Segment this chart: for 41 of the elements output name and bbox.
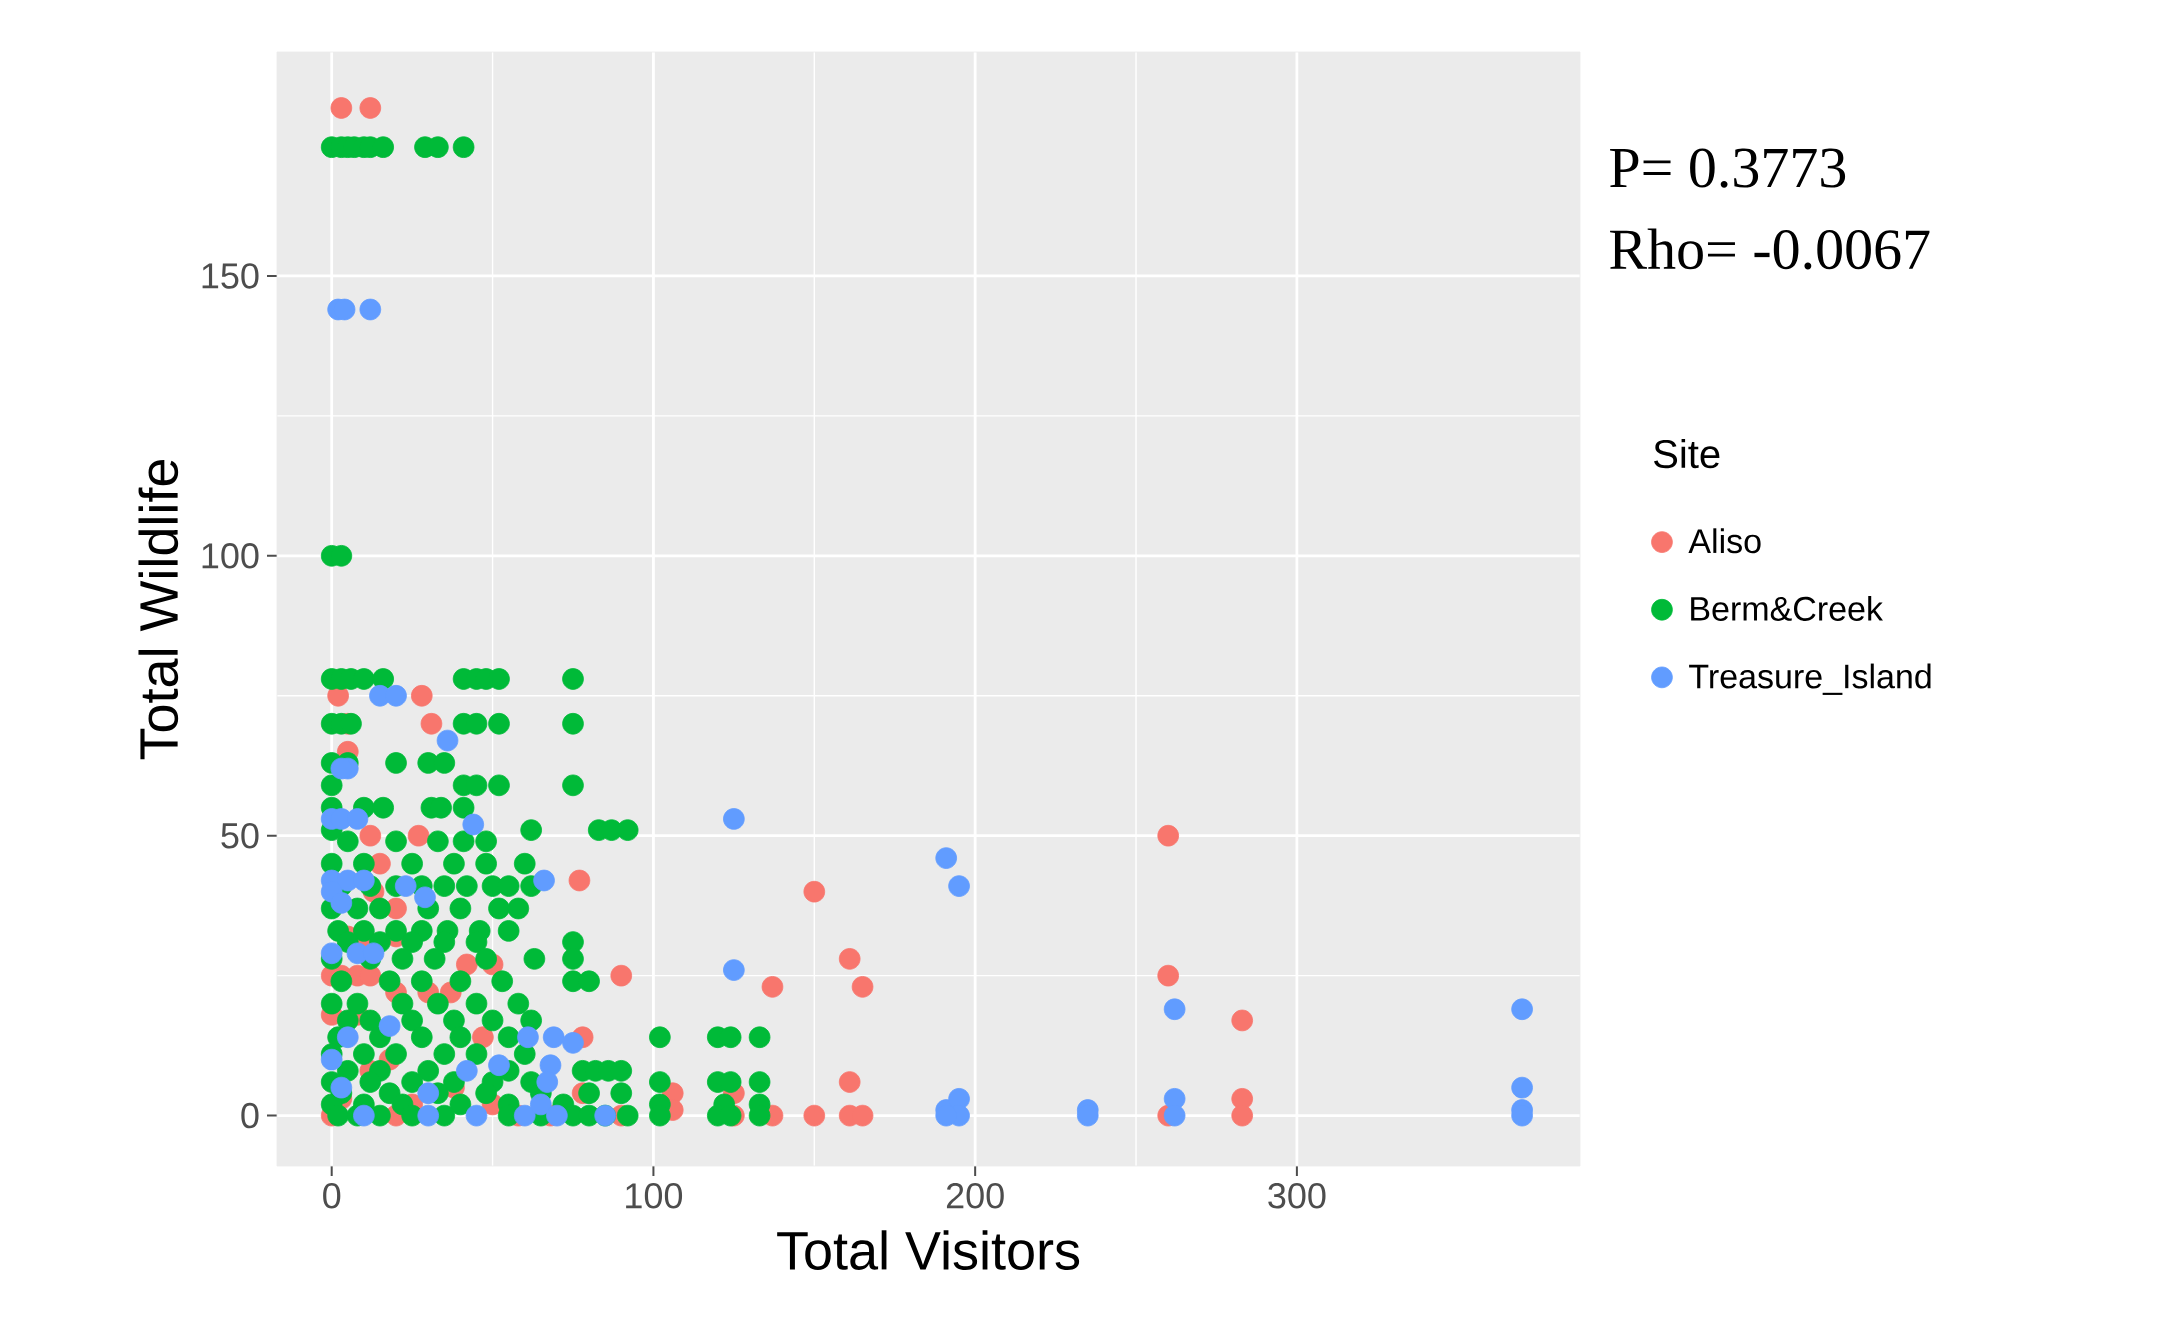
point (539, 1054, 562, 1077)
point (1511, 1076, 1533, 1099)
point (1163, 1104, 1186, 1127)
legend-label: Treasure_Island (1689, 663, 1931, 695)
point (320, 1048, 343, 1071)
x-tick-label: 100 (626, 1183, 683, 1209)
legend-title: Site (1654, 438, 1720, 469)
text: Rho= -0.0067 (1610, 228, 1930, 270)
point (948, 1088, 970, 1110)
point (530, 1093, 552, 1116)
x-tick-label: 200 (946, 1183, 1004, 1209)
y-tick-label: 150 (202, 263, 259, 289)
y-tick-label: 0 (241, 1102, 259, 1129)
legend-label: Berm&Creek (1691, 595, 1884, 621)
point (536, 1071, 559, 1093)
legend-label: Aliso (1688, 528, 1761, 554)
point (542, 1026, 565, 1049)
x-tick-label: 0 (323, 1183, 341, 1209)
point (935, 847, 957, 869)
x-tick-label: 300 (1268, 1183, 1326, 1209)
point (359, 298, 382, 321)
point (1163, 998, 1186, 1021)
point (723, 808, 745, 830)
text: P= 0.3773 (1610, 148, 1846, 188)
y-tick-label: 50 (221, 822, 259, 849)
point (948, 875, 970, 897)
y-tick-label: 100 (202, 543, 259, 569)
point (336, 1026, 359, 1049)
y-axis-title: Total Wildlife (138, 459, 179, 760)
point (517, 1026, 539, 1049)
point (465, 1104, 488, 1127)
point (378, 1015, 401, 1037)
point (1163, 1088, 1186, 1110)
point (456, 1060, 478, 1082)
point (1511, 998, 1533, 1021)
point (462, 813, 485, 836)
point (385, 684, 407, 707)
point (723, 959, 745, 981)
x-axis-title: Total Visitors (777, 1230, 1080, 1270)
point (436, 729, 459, 752)
point (320, 942, 343, 965)
